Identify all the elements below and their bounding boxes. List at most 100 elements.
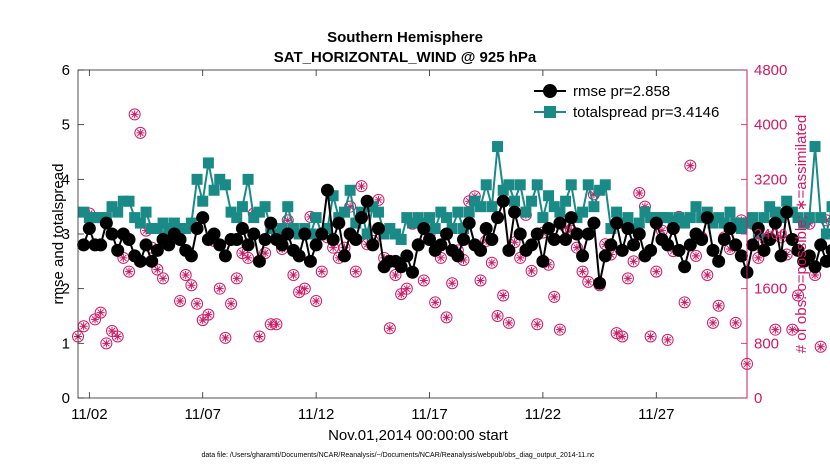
obs-point — [633, 187, 646, 199]
totalspread-point — [662, 212, 674, 224]
obs-possible-marker — [474, 274, 487, 287]
y-axis-label: rmse and totalspread — [50, 164, 67, 305]
rmse-point — [94, 238, 108, 252]
y2-tick-label: 2400 — [754, 226, 787, 243]
rmse-point — [712, 254, 726, 268]
obs-point — [123, 265, 136, 278]
obs-possible-marker — [111, 330, 124, 343]
obs-assimilated-marker — [652, 267, 661, 276]
obs-assimilated-marker — [499, 291, 508, 300]
obs-point — [769, 323, 782, 336]
rmse-point — [207, 227, 221, 241]
obs-point — [219, 331, 232, 344]
totalspread-point — [537, 212, 549, 224]
totalspread-point — [509, 195, 521, 207]
rmse-point — [615, 243, 629, 257]
rmse-point — [632, 227, 646, 241]
obs-point — [491, 310, 504, 322]
obs-possible-marker — [689, 249, 702, 262]
totalspread-point — [350, 217, 362, 229]
obs-point — [814, 340, 827, 353]
obs-assimilated-marker — [487, 258, 496, 267]
rmse-point — [371, 222, 385, 236]
totalspread-point — [112, 206, 124, 218]
obs-assimilated-marker — [612, 329, 621, 338]
obs-possible-marker — [684, 159, 697, 172]
totalspread-point — [367, 201, 379, 213]
obs-assimilated-marker — [459, 255, 468, 264]
totalspread-point — [469, 195, 481, 207]
y-axis-right: 0 800 1600 2400 3200 4000 4800 — [741, 62, 787, 407]
rmse-point — [303, 254, 317, 268]
obs-point — [100, 337, 113, 350]
rmse-point — [99, 216, 113, 230]
obs-assimilated-marker — [261, 249, 270, 258]
obs-assimilated-marker — [232, 274, 241, 283]
obs-point — [582, 275, 595, 288]
totalspread-point — [287, 223, 299, 235]
obs-possible-marker — [349, 265, 362, 278]
y-tick-label: 4 — [62, 171, 70, 188]
obs-assimilated-marker — [108, 327, 117, 336]
totalspread-point — [174, 223, 186, 235]
obs-point — [525, 264, 538, 277]
obs-point — [531, 318, 544, 331]
obs-point — [729, 316, 742, 329]
y-tick-label: 5 — [62, 117, 70, 134]
rmse-point — [496, 194, 510, 208]
obs-assimilated-marker — [533, 320, 542, 329]
x-tick-label: 11/07 — [185, 406, 221, 423]
obs-point — [349, 265, 362, 278]
y-tick-label: 6 — [62, 62, 70, 79]
obs-assimilated-marker — [567, 226, 576, 235]
obs-possible-marker — [531, 318, 544, 331]
rmse-point — [218, 249, 232, 263]
rmse-point — [122, 232, 136, 246]
x-tick-label: 11/22 — [525, 406, 561, 423]
rmse-point — [621, 222, 635, 236]
totalspread-point — [645, 212, 657, 224]
totalspread-point — [764, 201, 776, 213]
obs-possible-marker — [179, 269, 192, 281]
obs-point — [684, 159, 697, 172]
obs-point — [446, 277, 459, 290]
obs-assimilated-marker — [504, 318, 513, 327]
obs-point — [287, 269, 300, 281]
totalspread-point — [259, 201, 271, 213]
obs-assimilated-marker — [811, 271, 820, 279]
totalspread-point — [78, 206, 90, 218]
chart-title: Southern Hemisphere — [327, 29, 483, 46]
obs-possible-marker — [525, 264, 538, 277]
obs-assimilated-marker — [794, 291, 803, 300]
obs-point — [400, 282, 413, 295]
rmse-point — [576, 249, 590, 263]
obs-point — [89, 313, 102, 326]
obs-possible-marker — [128, 108, 141, 121]
obs-assimilated-marker — [589, 190, 598, 199]
obs-assimilated-marker — [215, 284, 224, 293]
x-axis: 11/02 11/07 11/12 11/17 11/22 11/27 — [71, 70, 675, 423]
totalspread-point — [361, 228, 373, 240]
obs-point — [616, 330, 629, 343]
rmse-point — [235, 222, 249, 236]
obs-possible-marker — [729, 316, 742, 329]
obs-assimilated-marker — [300, 284, 309, 293]
rmse-point — [683, 238, 697, 252]
obs-possible-marker — [185, 279, 198, 292]
obs-assimilated-marker — [272, 320, 281, 329]
y2-axis-label: # of obs: o=possible; ∗=assimilated — [793, 115, 810, 354]
rmse-point — [423, 232, 437, 246]
rmse-point — [825, 244, 830, 257]
obs-point — [128, 108, 141, 121]
obs-assimilated-marker — [340, 243, 349, 252]
totalspread-point — [690, 201, 702, 213]
totalspread-point — [679, 217, 691, 229]
rmse-point — [315, 227, 329, 241]
obs-possible-marker — [497, 289, 510, 302]
rmse-point — [451, 249, 465, 263]
rmse-point — [230, 232, 244, 246]
obs-assimilated-marker — [119, 253, 128, 262]
totalspread-point — [310, 212, 322, 224]
obs-point — [576, 265, 589, 278]
